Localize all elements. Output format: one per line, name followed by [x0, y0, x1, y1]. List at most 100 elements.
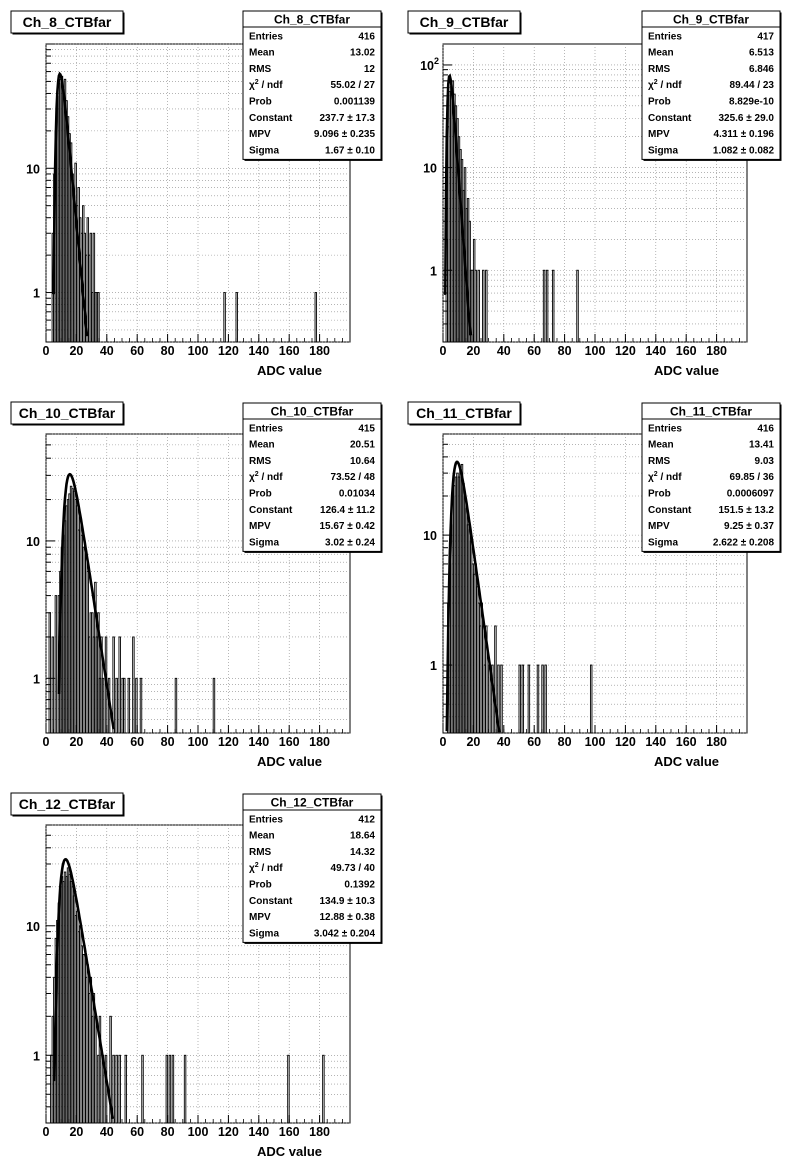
stats-value: 151.5 ± 13.2	[718, 505, 774, 516]
histogram-bin	[132, 636, 135, 734]
histogram-bin	[54, 595, 58, 734]
histogram-bin	[322, 1054, 325, 1124]
histogram-bin	[165, 1054, 169, 1124]
histogram-bin	[576, 269, 579, 343]
stats-value: 325.6 ± 29.0	[718, 113, 774, 124]
stats-label: Entries	[249, 31, 283, 42]
histogram-bin	[542, 269, 546, 343]
x-tick-label: 140	[248, 344, 269, 358]
histogram-bin	[477, 269, 480, 343]
stats-label: Sigma	[648, 537, 678, 548]
x-tick-label: 80	[161, 344, 175, 358]
stats-value: 49.73 / 40	[331, 863, 376, 874]
stats-label: MPV	[648, 129, 670, 140]
x-tick-label: 180	[309, 344, 330, 358]
stats-title: Ch_10_CTBfar	[271, 405, 354, 419]
x-tick-label: 40	[497, 344, 511, 358]
stats-value: 15.67 ± 0.42	[319, 521, 375, 532]
stats-value: 416	[757, 423, 774, 434]
histogram-bin	[482, 269, 485, 343]
histogram-bin	[135, 677, 138, 734]
stats-label: RMS	[249, 456, 272, 467]
stats-value: 89.44 / 23	[730, 80, 775, 91]
chart-title: Ch_12_CTBfar	[19, 796, 116, 812]
fit-curve	[444, 73, 472, 336]
x-tick-label: 160	[279, 1125, 300, 1139]
y-tick-label: 1	[430, 264, 437, 278]
x-tick-label: 60	[527, 735, 541, 749]
x-tick-label: 80	[161, 1125, 175, 1139]
histogram-bin	[118, 1054, 121, 1124]
y-tick-label: 1	[33, 287, 40, 301]
histogram-bin	[551, 269, 555, 343]
x-tick-label: 120	[218, 1125, 239, 1139]
histogram-bin	[48, 612, 52, 734]
x-tick-label: 0	[43, 1125, 50, 1139]
x-tick-label: 100	[188, 735, 209, 749]
fit-curve	[52, 71, 89, 337]
stats-value: 417	[757, 31, 774, 42]
histogram-bin	[115, 677, 118, 734]
stats-value: 12	[364, 64, 376, 75]
x-tick-label: 60	[527, 344, 541, 358]
stats-label: Mean	[249, 831, 275, 842]
stats-value: 3.02 ± 0.24	[325, 537, 375, 548]
fit-curve	[57, 472, 115, 730]
histogram-bin	[518, 664, 521, 734]
x-tick-label: 140	[645, 344, 666, 358]
y-tick-label: 10	[26, 920, 40, 934]
x-tick-label: 140	[248, 1125, 269, 1139]
stats-value: 2.622 ± 0.208	[713, 537, 775, 548]
stats-label: χ2 / ndf	[249, 862, 283, 874]
chart-title: Ch_9_CTBfar	[420, 14, 509, 30]
x-tick-label: 20	[69, 1125, 83, 1139]
stats-value: 6.846	[749, 64, 774, 75]
stats-value: 8.829e-10	[729, 97, 774, 108]
stats-label: Prob	[648, 97, 671, 108]
title-box	[407, 401, 521, 425]
x-axis-label: ADC value	[257, 363, 322, 378]
histogram-bin	[174, 677, 178, 734]
stats-label: Mean	[648, 440, 674, 451]
stats-label: MPV	[249, 521, 271, 532]
stats-label: Prob	[648, 489, 671, 500]
stats-value: 9.25 ± 0.37	[724, 521, 774, 532]
stats-label: Constant	[648, 113, 692, 124]
histogram-bin	[92, 232, 96, 343]
stats-value: 3.042 ± 0.204	[314, 928, 376, 939]
x-tick-label: 120	[615, 735, 636, 749]
stats-label: Sigma	[648, 145, 678, 156]
y-tick-label: 102	[420, 56, 439, 73]
histogram-panel: 0 20 40 60 80 100 120 140 160 180 1 10 ADC value Ch_1…	[10, 401, 383, 769]
stats-box	[641, 402, 781, 552]
title-box	[10, 792, 124, 816]
stats-value: 18.64	[350, 831, 375, 842]
histogram-bin	[89, 232, 93, 343]
stats-value: 0.01034	[339, 489, 376, 500]
stats-label: χ2 / ndf	[249, 471, 283, 483]
x-axis-label: ADC value	[654, 754, 719, 769]
stats-label: Constant	[249, 896, 293, 907]
chart-title: Ch_11_CTBfar	[416, 405, 512, 421]
y-tick-label: 1	[430, 659, 437, 673]
stats-box	[242, 793, 382, 943]
x-tick-label: 20	[69, 735, 83, 749]
stats-label: RMS	[249, 64, 272, 75]
y-tick-label: 1	[33, 1049, 40, 1063]
x-tick-label: 80	[558, 735, 572, 749]
stats-box	[641, 10, 781, 160]
x-tick-label: 0	[43, 735, 50, 749]
stats-value: 1.67 ± 0.10	[325, 145, 375, 156]
histogram-bin	[223, 292, 226, 343]
histogram-bin	[536, 664, 540, 734]
chart-title: Ch_10_CTBfar	[19, 405, 116, 421]
fit-curve	[445, 460, 501, 733]
histogram-bin	[127, 677, 131, 734]
histogram-bin	[212, 677, 216, 734]
histogram-bin	[101, 677, 105, 734]
x-tick-label: 180	[309, 1125, 330, 1139]
stats-value: 415	[358, 423, 375, 434]
stats-value: 9.03	[755, 456, 775, 467]
stats-value: 416	[358, 31, 375, 42]
histogram-bin	[139, 677, 143, 734]
